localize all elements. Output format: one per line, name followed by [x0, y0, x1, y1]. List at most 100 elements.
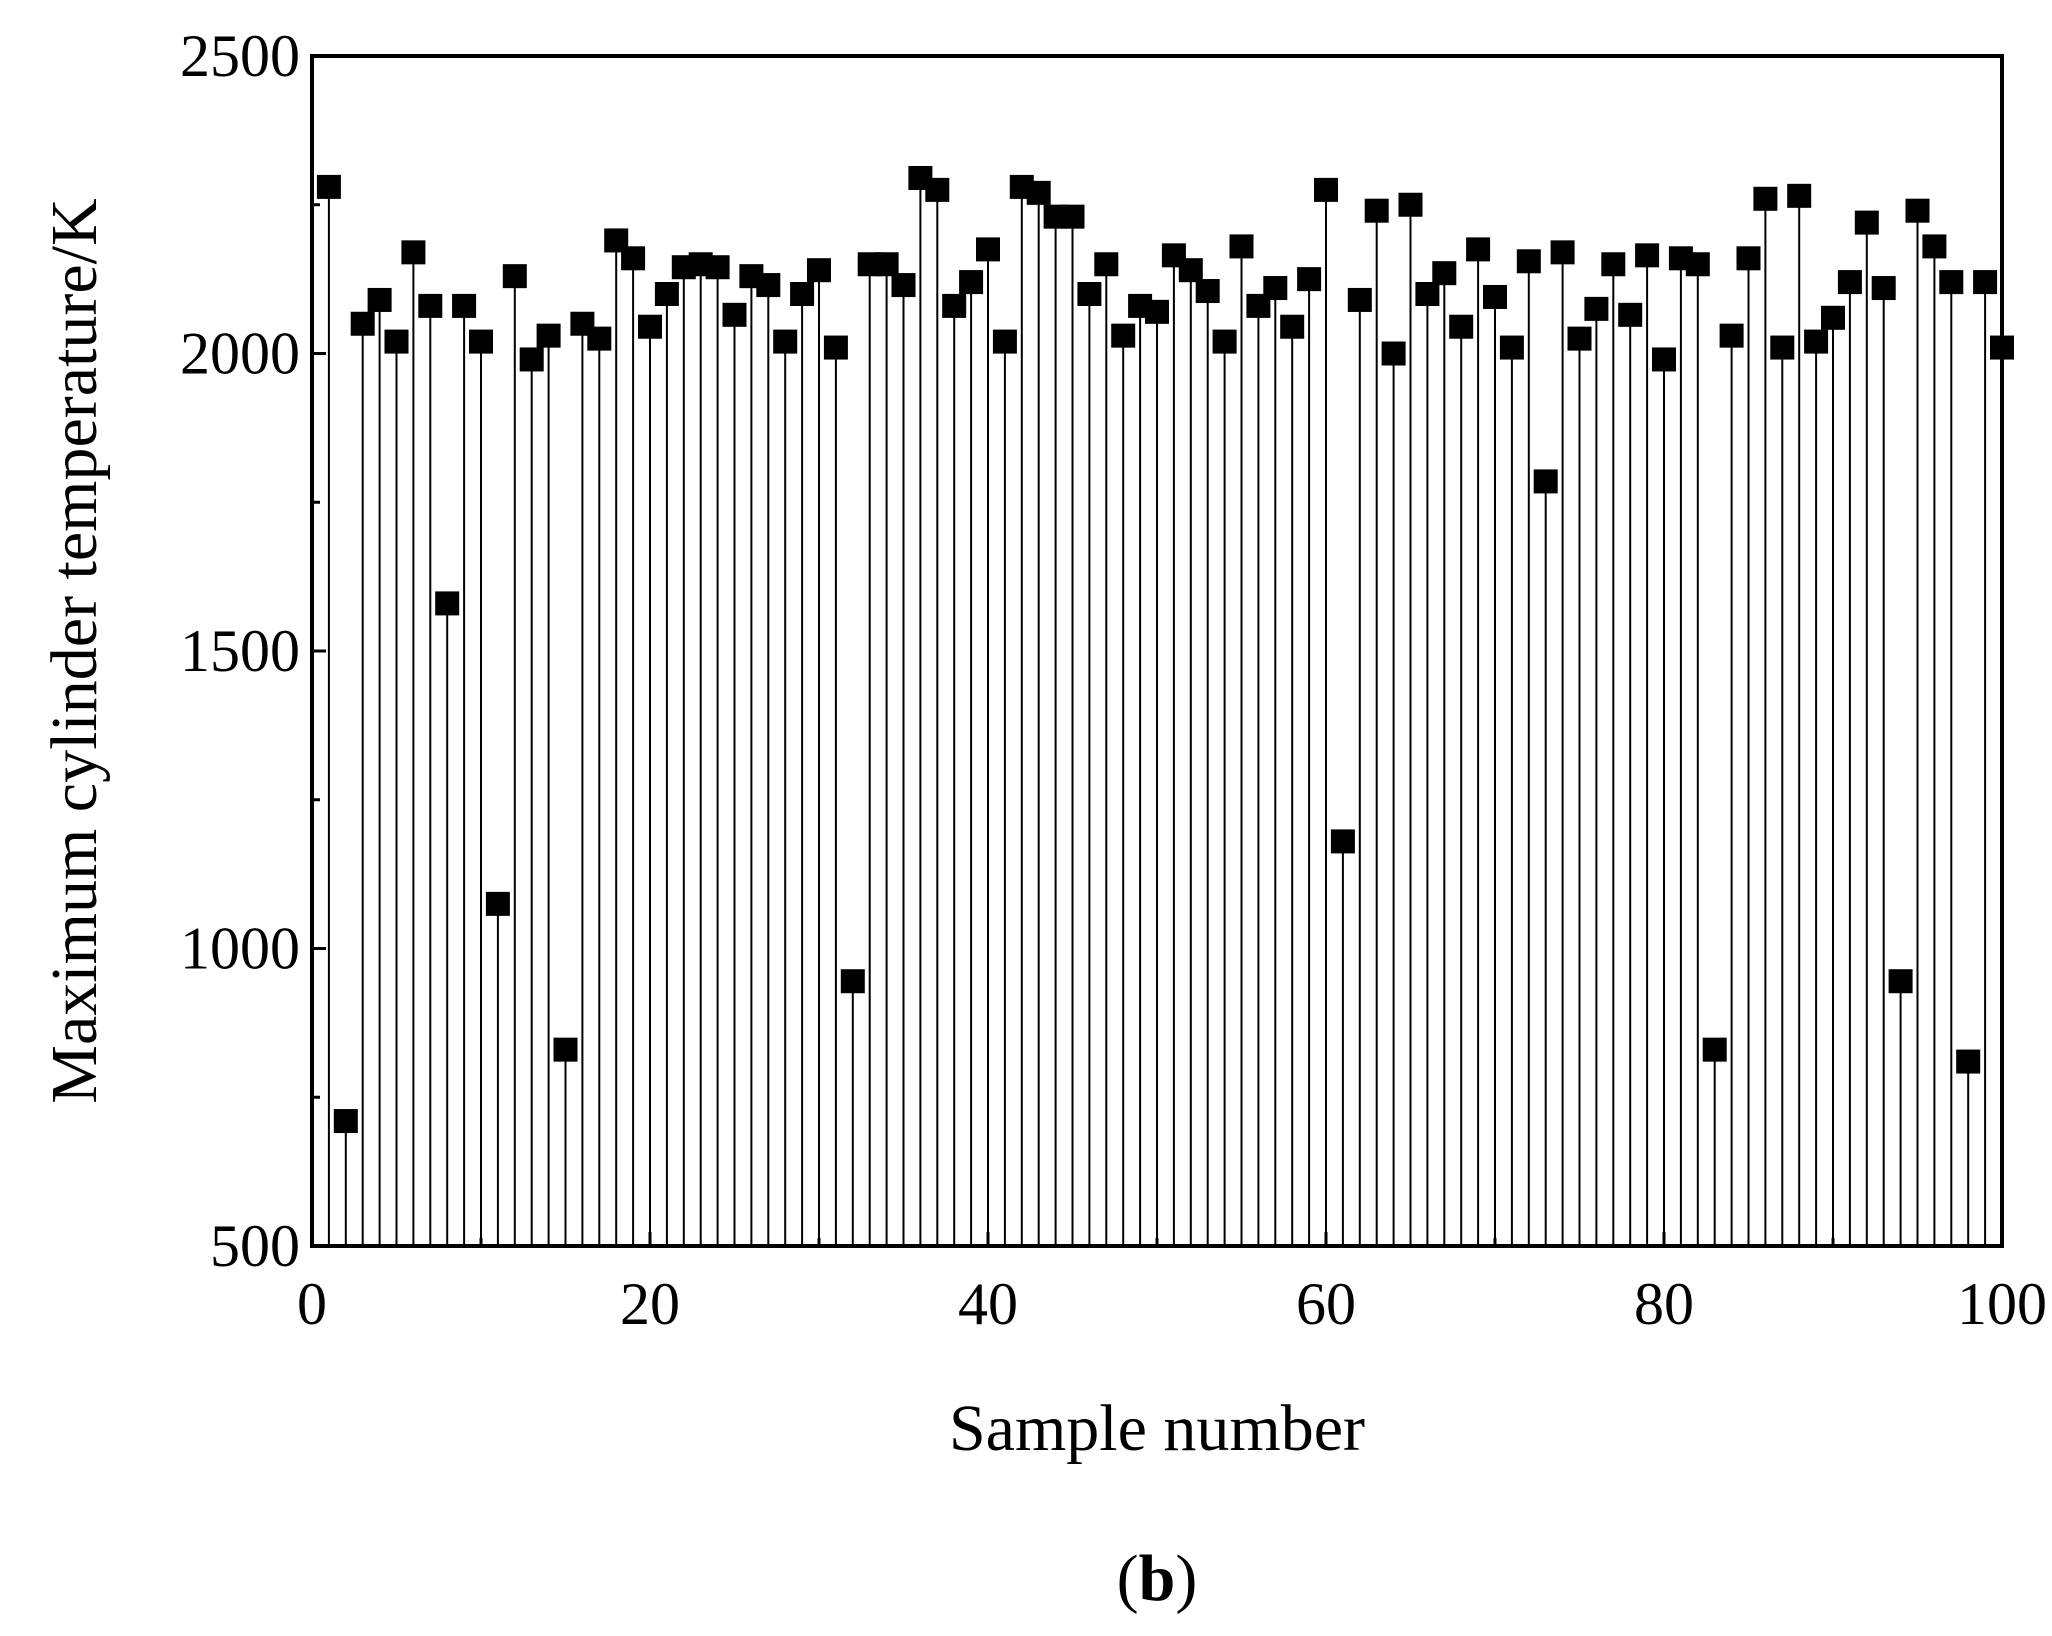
x-tick-labels: 0 20 40 60 80 100: [297, 1271, 2047, 1337]
data-point: [1314, 177, 1338, 202]
data-point: [485, 891, 510, 916]
data-point: [756, 273, 781, 298]
data-point: [452, 293, 477, 318]
data-point: [722, 302, 747, 327]
data-point: [1888, 969, 1913, 994]
data-point: [1601, 252, 1626, 277]
data-point: [925, 177, 950, 202]
data-point: [1550, 240, 1575, 265]
data-point: [959, 270, 984, 295]
data-point: [401, 240, 426, 265]
data-point: [1939, 270, 1964, 295]
data-point: [587, 326, 612, 351]
data-point: [1905, 198, 1930, 223]
panel-label: (b): [1117, 1542, 1198, 1615]
data-point: [1483, 284, 1507, 309]
data-markers: [316, 165, 2014, 1134]
data-point: [1077, 282, 1102, 306]
data-point: [1229, 234, 1254, 259]
x-tick-label: 40: [958, 1271, 1018, 1337]
x-tick-label: 100: [1957, 1271, 2047, 1337]
panel-label-close: ): [1175, 1542, 1197, 1615]
data-point: [1060, 204, 1085, 229]
data-point: [1618, 302, 1643, 327]
data-point: [1871, 276, 1896, 301]
data-point: [1652, 347, 1676, 372]
data-point: [1195, 279, 1220, 304]
data-point: [1364, 198, 1389, 223]
data-point: [807, 258, 831, 283]
y-tick-label: 1000: [180, 916, 300, 982]
data-point: [654, 282, 679, 306]
stem-lines: [327, 177, 2003, 1246]
x-tick-label: 80: [1634, 1271, 1694, 1337]
axis-ticks: [310, 54, 2004, 1248]
y-tick-label: 2000: [180, 321, 300, 387]
data-point: [1736, 246, 1761, 271]
data-point: [536, 323, 561, 348]
data-point: [874, 252, 899, 277]
data-point: [942, 293, 967, 318]
data-point: [553, 1037, 578, 1062]
data-point: [621, 246, 646, 271]
data-point: [976, 237, 1000, 262]
data-point: [992, 329, 1017, 354]
data-point: [316, 174, 341, 199]
data-point: [1178, 258, 1203, 283]
x-tick-label: 0: [297, 1271, 327, 1337]
data-point: [1635, 243, 1660, 268]
data-point: [1584, 296, 1609, 321]
data-point: [333, 1109, 358, 1134]
data-point: [1821, 305, 1845, 330]
data-point: [519, 347, 544, 372]
data-point: [1330, 829, 1355, 854]
data-point: [435, 591, 460, 616]
data-point: [350, 311, 375, 336]
data-point: [1415, 282, 1440, 306]
data-point: [1499, 335, 1524, 360]
data-point: [1719, 323, 1744, 348]
data-point: [1804, 329, 1829, 354]
data-point: [1111, 323, 1136, 348]
data-point: [1956, 1049, 1981, 1074]
data-point: [1263, 276, 1288, 301]
data-point: [1533, 469, 1558, 494]
data-point: [1026, 180, 1051, 205]
data-point: [418, 293, 443, 318]
data-point: [638, 314, 662, 339]
data-point: [705, 255, 730, 280]
y-tick-label: 500: [210, 1213, 300, 1279]
data-point: [1922, 234, 1947, 259]
panel-label-letter: b: [1139, 1542, 1176, 1615]
y-tick-label: 1500: [180, 618, 300, 684]
x-axis-label: Sample number: [949, 1392, 1365, 1465]
x-tick-label: 60: [1296, 1271, 1356, 1337]
data-point: [1449, 314, 1474, 339]
y-tick-label: 2500: [180, 23, 300, 89]
data-point: [1432, 261, 1457, 286]
data-point: [502, 264, 527, 289]
data-point: [1854, 210, 1879, 235]
data-point: [1753, 186, 1778, 211]
data-point: [1381, 341, 1406, 366]
data-point: [1770, 335, 1795, 360]
data-point: [1398, 192, 1423, 217]
data-point: [1516, 249, 1541, 274]
panel-label-open: (: [1117, 1542, 1139, 1615]
y-tick-labels: 500 1000 1500 2000 2500: [180, 23, 300, 1279]
data-point: [469, 329, 493, 354]
data-point: [790, 282, 815, 306]
data-point: [1094, 252, 1119, 277]
data-point: [1145, 299, 1169, 324]
data-point: [1466, 237, 1491, 262]
data-point: [823, 335, 848, 360]
data-point: [840, 969, 865, 994]
data-point: [1702, 1037, 1727, 1062]
data-point: [1567, 326, 1592, 351]
data-point: [1297, 267, 1322, 292]
data-point: [1787, 183, 1812, 208]
data-point: [1973, 270, 1998, 295]
data-point: [1212, 329, 1237, 354]
y-axis-label: Maximum cylinder temperature/K: [38, 198, 111, 1103]
